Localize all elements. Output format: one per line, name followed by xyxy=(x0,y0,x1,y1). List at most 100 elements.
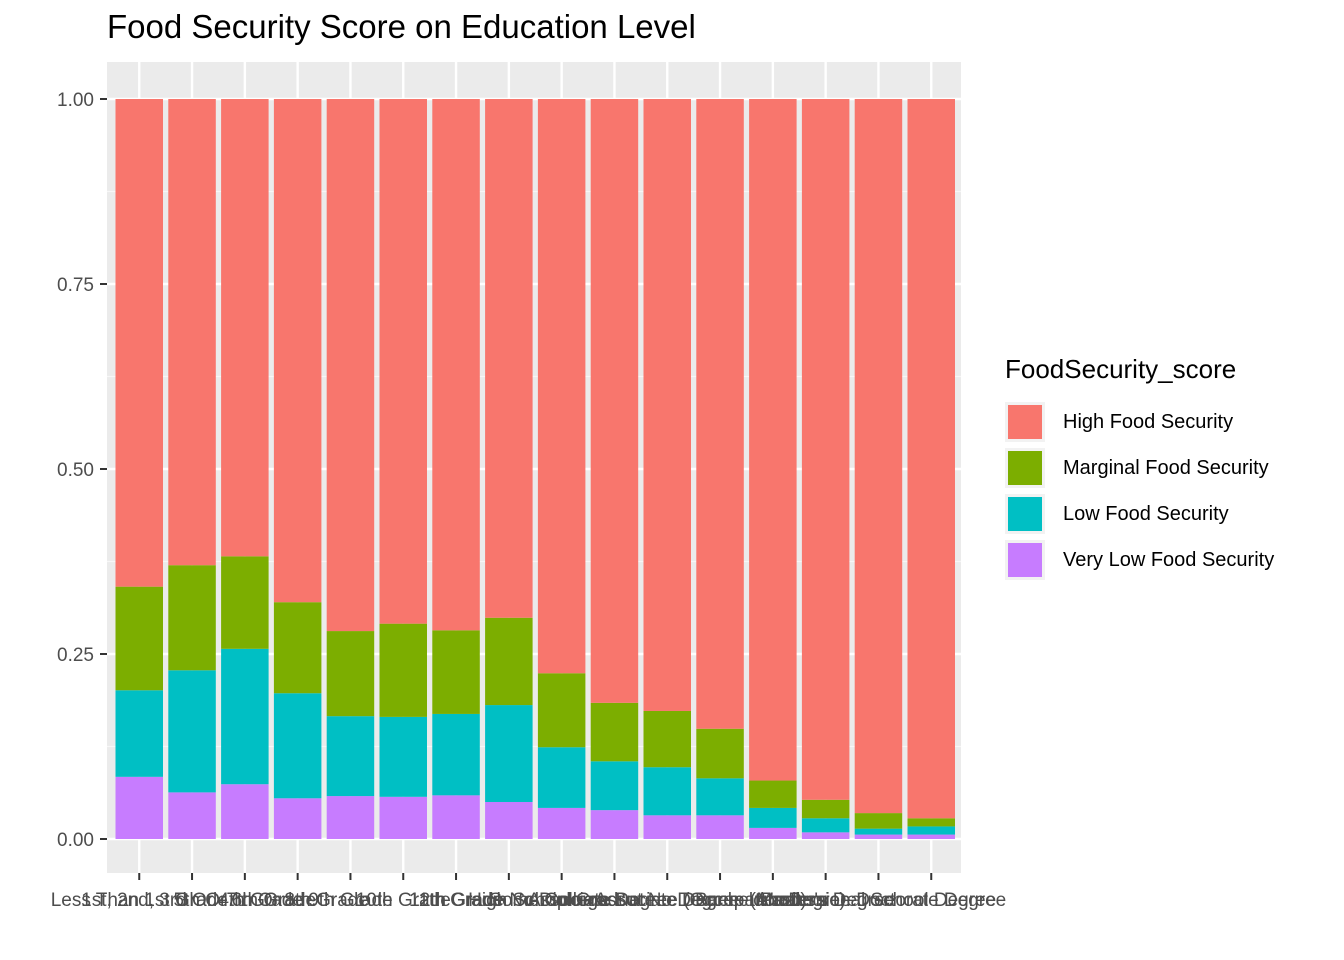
bar-segment xyxy=(907,818,955,827)
x-tick-label: 10th Grade xyxy=(356,890,451,911)
bar-segment xyxy=(221,556,269,649)
bar-segment xyxy=(273,602,322,694)
bar-segment xyxy=(590,761,639,811)
bar-segment xyxy=(485,617,533,706)
chart-title: Food Security Score on Education Level xyxy=(107,8,696,45)
bar-segment xyxy=(168,565,216,671)
bar-segment xyxy=(907,834,955,839)
legend: FoodSecurity_score High Food Security Mar… xyxy=(1005,354,1274,583)
x-tick-label: Bachelor's Degree xyxy=(695,890,851,911)
x-tick-label: 12th Grade No Diploma xyxy=(409,890,609,911)
bar-segment xyxy=(432,713,480,796)
bar-segment xyxy=(907,99,955,819)
legend-label: High Food Security xyxy=(1063,410,1234,433)
bar-segment xyxy=(537,747,586,808)
bar-segment xyxy=(749,827,797,839)
x-tick-label: 7th Or 8th Grade xyxy=(226,890,369,911)
bar-segment xyxy=(379,716,427,797)
bar-segment xyxy=(749,807,797,828)
bar-segment xyxy=(221,784,269,839)
bar-segment xyxy=(168,670,216,793)
bar-segment xyxy=(749,780,797,808)
bar-segment xyxy=(854,813,903,829)
bar-segment xyxy=(696,778,744,816)
x-tick-label: 9th Grade xyxy=(308,890,393,911)
bar-segment xyxy=(643,815,691,839)
x-tick-label: Master's Degree xyxy=(756,890,895,911)
bar-segment xyxy=(432,795,480,839)
legend-item: High Food Security xyxy=(1005,399,1274,445)
bar-segment xyxy=(749,99,797,781)
legend-key-swatch xyxy=(1005,448,1045,488)
y-tick-label: 0.50 xyxy=(57,460,94,481)
bar-segment xyxy=(643,710,691,768)
legend-item: Very Low Food Security xyxy=(1005,537,1274,583)
legend-item: Marginal Food Security xyxy=(1005,445,1274,491)
bar-segment xyxy=(854,834,903,839)
bar-segment xyxy=(907,826,955,835)
bar-segment xyxy=(221,648,269,785)
bar-segment xyxy=(643,99,691,711)
bar-segment xyxy=(801,799,850,819)
bar-segment xyxy=(115,776,163,839)
x-tick-label: High School Graduate xyxy=(468,890,655,911)
bar-segment xyxy=(221,99,269,557)
bar-segment xyxy=(537,99,586,674)
bar-segment xyxy=(696,815,744,839)
bars xyxy=(115,99,955,839)
bar-segment xyxy=(801,832,850,839)
x-tick-label: Associate Degree (Academic) xyxy=(594,890,845,911)
legend-key-swatch xyxy=(1005,494,1045,534)
bar-segment xyxy=(115,99,163,587)
bar-segment xyxy=(485,802,533,839)
bar-segment xyxy=(537,807,586,839)
y-axis: 0.00 0.25 0.50 0.75 1.00 xyxy=(57,90,107,851)
bar-segment xyxy=(326,716,375,797)
bar-segment xyxy=(590,99,639,703)
bar-segment xyxy=(326,99,375,632)
bar-segment xyxy=(485,705,533,802)
legend-label: Low Food Security xyxy=(1063,502,1229,525)
legend-items: High Food Security Marginal Food Security… xyxy=(1005,399,1274,583)
bar-segment xyxy=(801,818,850,833)
bar-segment xyxy=(432,630,480,714)
x-tick-label: Doctorate Degree xyxy=(856,890,1006,911)
bar-segment xyxy=(115,586,163,691)
y-tick-label: 0.75 xyxy=(57,275,94,296)
bar-segment xyxy=(801,99,850,800)
bar-segment xyxy=(168,792,216,839)
x-tick-label: 5th Or 6th Grade xyxy=(174,890,317,911)
bar-segment xyxy=(273,798,322,839)
bar-segment xyxy=(379,796,427,839)
bar-segment xyxy=(273,693,322,799)
bar-segment xyxy=(115,690,163,777)
legend-item: Low Food Security xyxy=(1005,491,1274,537)
legend-key-swatch xyxy=(1005,402,1045,442)
legend-title: FoodSecurity_score xyxy=(1005,354,1237,384)
legend-label: Very Low Food Security xyxy=(1063,548,1275,571)
bar-segment xyxy=(590,702,639,762)
bar-segment xyxy=(379,623,427,717)
x-tick-label: Less Than 1st Grade xyxy=(51,890,228,911)
bar-segment xyxy=(168,99,216,566)
bar-segment xyxy=(696,99,744,729)
bar-segment xyxy=(590,810,639,839)
bar-segment xyxy=(854,828,903,835)
bar-segment xyxy=(326,631,375,717)
x-tick-label: Professional School Degree xyxy=(761,890,997,911)
x-tick-label: Associate Degree (Occupational) xyxy=(528,890,807,911)
bar-segment xyxy=(643,767,691,816)
bar-segment xyxy=(854,99,903,814)
x-tick-label: 1st, 2nd, 3rd Or 4th Grade xyxy=(81,890,303,911)
x-tick-label: Some College But No Degree xyxy=(489,890,739,911)
y-tick-label: 0.25 xyxy=(57,645,94,666)
bar-segment xyxy=(273,99,322,603)
bar-segment xyxy=(537,673,586,748)
legend-key-swatch xyxy=(1005,540,1045,580)
bar-segment xyxy=(485,99,533,618)
x-tick-label: 11th Grade xyxy=(409,890,503,911)
bar-segment xyxy=(696,728,744,779)
bar-segment xyxy=(379,99,427,624)
